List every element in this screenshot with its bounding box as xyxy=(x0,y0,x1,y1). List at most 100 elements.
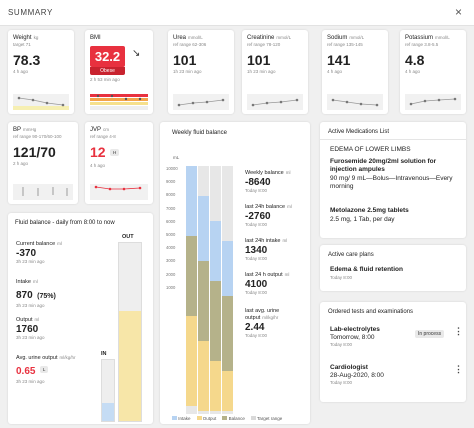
output-item: Output ml 1760 3h 23 min ago xyxy=(16,317,45,340)
trend-down-icon: ↘ xyxy=(132,48,141,59)
legend-output: Output xyxy=(196,416,216,421)
tile-ref: ref range 3.8-5.5 xyxy=(405,42,439,47)
legend-intake: Intake xyxy=(172,416,191,421)
output-bar xyxy=(210,361,221,411)
order-item[interactable]: Lab-electrolytes Tomorrow, 8:00 Today 8:… xyxy=(330,326,463,347)
order-item[interactable]: Cardiologist 28-Aug-2020, 8:00 Today 8:0… xyxy=(330,364,463,385)
balance-bar xyxy=(198,261,209,341)
bmi-value-box: 32.2 xyxy=(90,46,125,67)
y-tick-label: 6000 xyxy=(166,218,176,224)
output-value: 1760 xyxy=(16,324,39,335)
intake-fill xyxy=(102,402,114,421)
obese-badge: Obese xyxy=(90,67,125,75)
last24h-output-item: last 24 h output ml 4100 Today 8:00 xyxy=(245,272,290,295)
output-vessel xyxy=(118,242,142,422)
summary-header: SUMMARY × xyxy=(0,0,474,26)
y-tick-label: 10000 xyxy=(166,166,178,171)
intake-bar xyxy=(186,166,197,236)
weekly-legend: Intake Output Balance Target range xyxy=(172,416,282,421)
in-label: IN xyxy=(101,351,107,357)
intake-bar xyxy=(198,196,209,261)
fluid-balance-title: Fluid balance - daily from 8:00 to now xyxy=(15,220,115,226)
jvp-sparkline xyxy=(90,184,148,200)
tile-ago: 4 h ago xyxy=(13,69,29,74)
tile-ref: ref range 78-120 xyxy=(247,42,281,47)
tile-name: Urea xyxy=(173,35,187,41)
more-options-icon[interactable]: ⋮ xyxy=(454,364,463,374)
high-flag-badge: H xyxy=(110,149,120,157)
urine-output-value: 0.65 xyxy=(16,366,36,377)
tile-name: JVP xyxy=(90,127,102,133)
intake-item: Intake ml 870 (75%) 3h 23 min ago xyxy=(16,279,56,308)
output-bar xyxy=(198,341,209,411)
y-unit-label: mL xyxy=(173,155,180,160)
current-balance-value: -370 xyxy=(16,248,37,259)
y-tick-label: 1000 xyxy=(166,284,176,290)
medication-item[interactable]: Metolazone 2.5mg tablets 2.5 mg, 1 Tab, … xyxy=(330,207,409,223)
tile-ref: target 71 xyxy=(13,42,31,47)
tile-name: Potassium xyxy=(405,35,434,41)
tile-weight[interactable]: Weight kg target 71 78.3 4 h ago xyxy=(8,30,74,114)
tile-ref: ref range 90-170/60-100 xyxy=(13,134,62,139)
weekly-bars xyxy=(186,166,233,414)
balance-bar xyxy=(186,236,197,316)
orders-title: Ordered tests and examinations xyxy=(328,309,414,315)
creatinine-sparkline xyxy=(247,94,303,110)
medication-item[interactable]: Furosemide 20mg/2ml solution for injecti… xyxy=(330,158,453,190)
intake-bar xyxy=(210,221,221,281)
intake-value: 870 xyxy=(16,290,33,301)
tile-sodium[interactable]: Sodium mmol/L ref range 135-145 141 4 h a… xyxy=(322,30,388,114)
balance-bar xyxy=(222,296,233,371)
tile-ago: 4 h ago xyxy=(90,163,106,168)
tile-bmi[interactable]: BMI 32.2 ↘ Obese 2 h 53 min ago xyxy=(85,30,153,114)
out-label: OUT xyxy=(122,234,134,240)
last-avg-urine-item: last avg. urine output ml/kg/hr 2.44 Toda… xyxy=(245,308,280,338)
tile-bp[interactable]: BP mmHg ref range 90-170/60-100 121/70 2 … xyxy=(8,122,78,204)
orders-card: Ordered tests and examinations Lab-elect… xyxy=(320,302,466,402)
close-icon[interactable]: × xyxy=(454,5,462,19)
fluid-balance-card: Fluid balance - daily from 8:00 to now C… xyxy=(8,213,153,424)
weekly-fluid-card: Weekly fluid balance mL 10000 9000 8000 700… xyxy=(160,122,310,424)
tile-ref: ref range 135-145 xyxy=(327,42,363,47)
more-options-icon[interactable]: ⋮ xyxy=(454,326,463,336)
status-badge: In process xyxy=(415,330,445,338)
bmi-sparkline xyxy=(90,94,148,110)
tile-ago: 1h 23 min ago xyxy=(247,69,276,74)
sodium-sparkline xyxy=(327,94,383,110)
y-tick-label: 7000 xyxy=(166,205,176,211)
tile-value: 4.8 xyxy=(405,52,425,68)
balance-bar xyxy=(210,281,221,361)
intake-percent: (75%) xyxy=(37,293,56,300)
tile-value: 78.3 xyxy=(13,52,41,68)
output-fill xyxy=(119,310,141,421)
potassium-sparkline xyxy=(405,94,461,110)
urine-output-item: Avg. urine output ml/kg/hr 0.65 L 3h 23 m… xyxy=(16,355,76,384)
output-bar xyxy=(222,371,233,411)
tile-urea[interactable]: Urea mmol/L ref range 62-306 101 1h 23 mi… xyxy=(168,30,234,114)
care-plan-item[interactable]: Edema & fluid retention Today 8:00 xyxy=(330,266,403,280)
tile-potassium[interactable]: Potassium mmol/L ref range 3.8-5.5 4.8 4 … xyxy=(400,30,466,114)
tile-name: BP xyxy=(13,127,22,133)
y-tick-label: 3000 xyxy=(166,258,176,264)
current-balance-item: Current balance ml -370 3h 23 min ago xyxy=(16,241,62,264)
y-tick-label: 5000 xyxy=(166,232,176,237)
tile-value: 121/70 xyxy=(13,144,56,160)
tile-creatinine[interactable]: Creatinine mmol/L ref range 78-120 101 1h… xyxy=(242,30,308,114)
care-plans-title: Active care plans xyxy=(328,252,374,258)
tile-ago: 2 h 53 min ago xyxy=(90,77,120,82)
output-bar xyxy=(186,316,197,406)
weekly-balance-item: Weekly balance ml -8640 Today 8:00 xyxy=(245,170,291,193)
intake-bar xyxy=(222,241,233,296)
diagnosis-group: EDEMA OF LOWER LIMBS xyxy=(330,146,411,153)
care-plans-card: Active care plans Edema & fluid retentio… xyxy=(320,245,466,291)
tile-value: 12 xyxy=(90,144,106,160)
weight-sparkline xyxy=(13,94,69,110)
low-flag-badge: L xyxy=(39,366,49,374)
tile-ago: 4 h ago xyxy=(327,69,343,74)
tile-name: Weight xyxy=(13,35,32,41)
page-title: SUMMARY xyxy=(8,8,53,17)
bp-sparkline xyxy=(13,184,73,200)
tile-ago: 4 h ago xyxy=(405,69,421,74)
tile-jvp[interactable]: JVP cm ref range 4-8 12 H 4 h ago xyxy=(85,122,153,204)
y-tick-label: 4000 xyxy=(166,245,176,251)
